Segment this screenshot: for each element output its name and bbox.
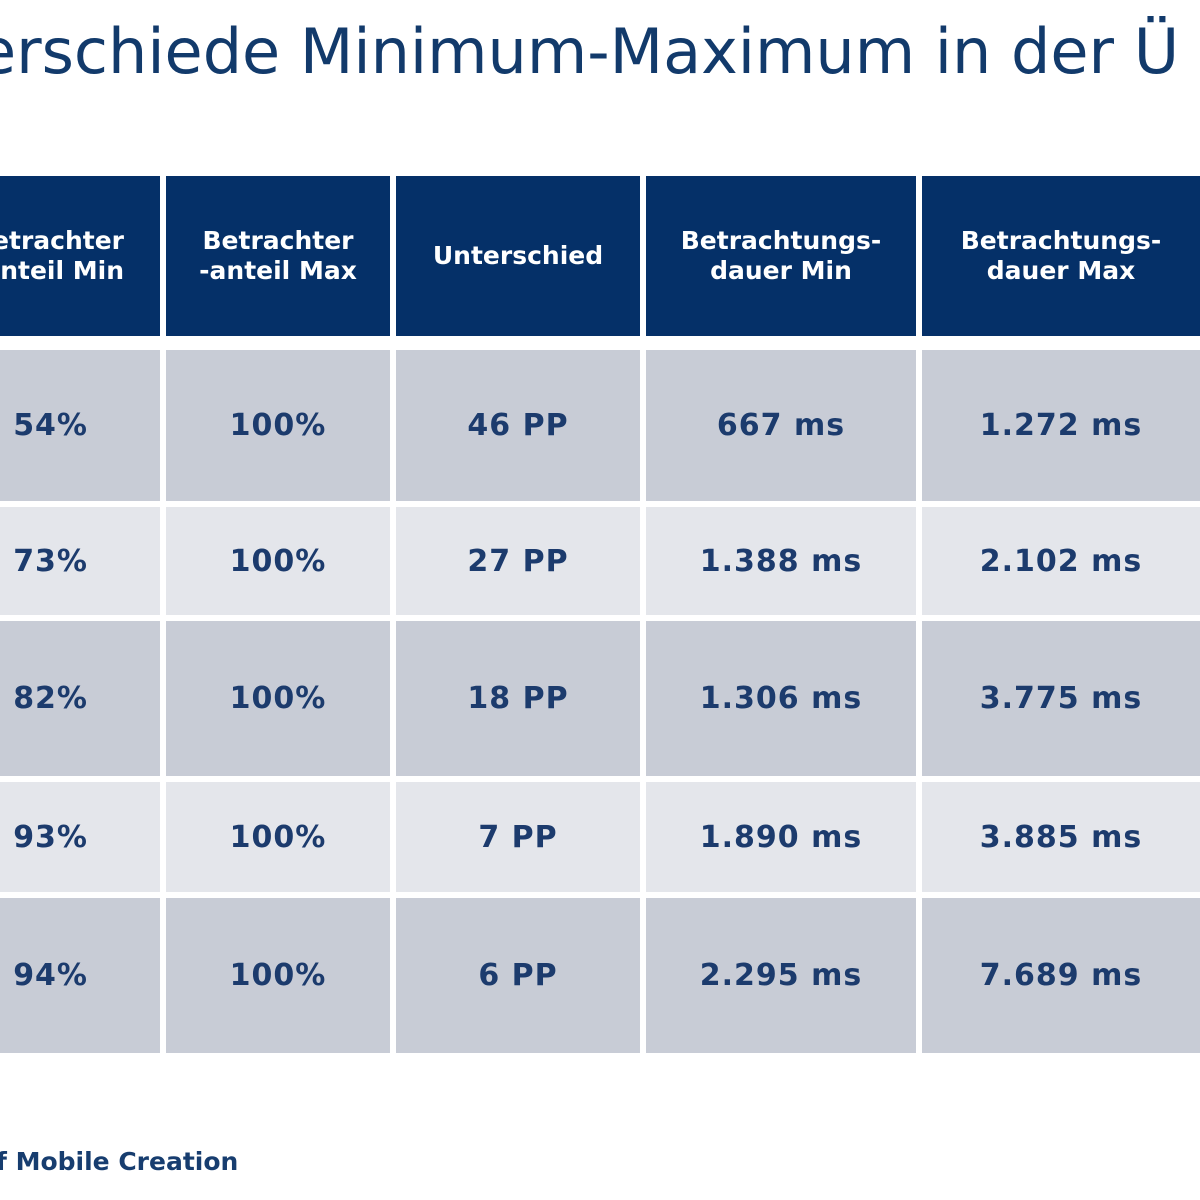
table-cell: 3.885 ms bbox=[922, 782, 1200, 892]
table-cell: 73% bbox=[0, 507, 160, 615]
table-cell: 667 ms bbox=[646, 350, 916, 501]
header-cell-view-duration-min: Betrachtungs- dauer Min bbox=[646, 176, 916, 336]
header-cell-difference: Unterschied bbox=[396, 176, 640, 336]
table-cell: 82% bbox=[0, 621, 160, 776]
table-cell: 100% bbox=[166, 350, 390, 501]
header-cell-viewer-share-min: etrachter nteil Min bbox=[0, 176, 160, 336]
table-cell: 3.775 ms bbox=[922, 621, 1200, 776]
table-cell: 100% bbox=[166, 507, 390, 615]
table-cell: 100% bbox=[166, 782, 390, 892]
table-cell: 1.890 ms bbox=[646, 782, 916, 892]
header-cell-viewer-share-max: Betrachter -anteil Max bbox=[166, 176, 390, 336]
table-cell: 100% bbox=[166, 621, 390, 776]
table-cell: 18 PP bbox=[396, 621, 640, 776]
table-cell: 6 PP bbox=[396, 898, 640, 1053]
table-cell: 2.295 ms bbox=[646, 898, 916, 1053]
table-cell: 1.306 ms bbox=[646, 621, 916, 776]
table-cell: 100% bbox=[166, 898, 390, 1053]
table-cell: 27 PP bbox=[396, 507, 640, 615]
header-cell-view-duration-max: Betrachtungs- dauer Max bbox=[922, 176, 1200, 336]
table-cell: 46 PP bbox=[396, 350, 640, 501]
table-cell: 1.388 ms bbox=[646, 507, 916, 615]
table-cell: 7.689 ms bbox=[922, 898, 1200, 1053]
table-cell: 54% bbox=[0, 350, 160, 501]
page-title: erschiede Minimum-Maximum in der Ü bbox=[0, 15, 1180, 88]
table-cell: 93% bbox=[0, 782, 160, 892]
table-cell: 7 PP bbox=[396, 782, 640, 892]
table-cell: 94% bbox=[0, 898, 160, 1053]
source-footer: f Mobile Creation bbox=[0, 1147, 239, 1176]
table-cell: 1.272 ms bbox=[922, 350, 1200, 501]
table-cell: 2.102 ms bbox=[922, 507, 1200, 615]
